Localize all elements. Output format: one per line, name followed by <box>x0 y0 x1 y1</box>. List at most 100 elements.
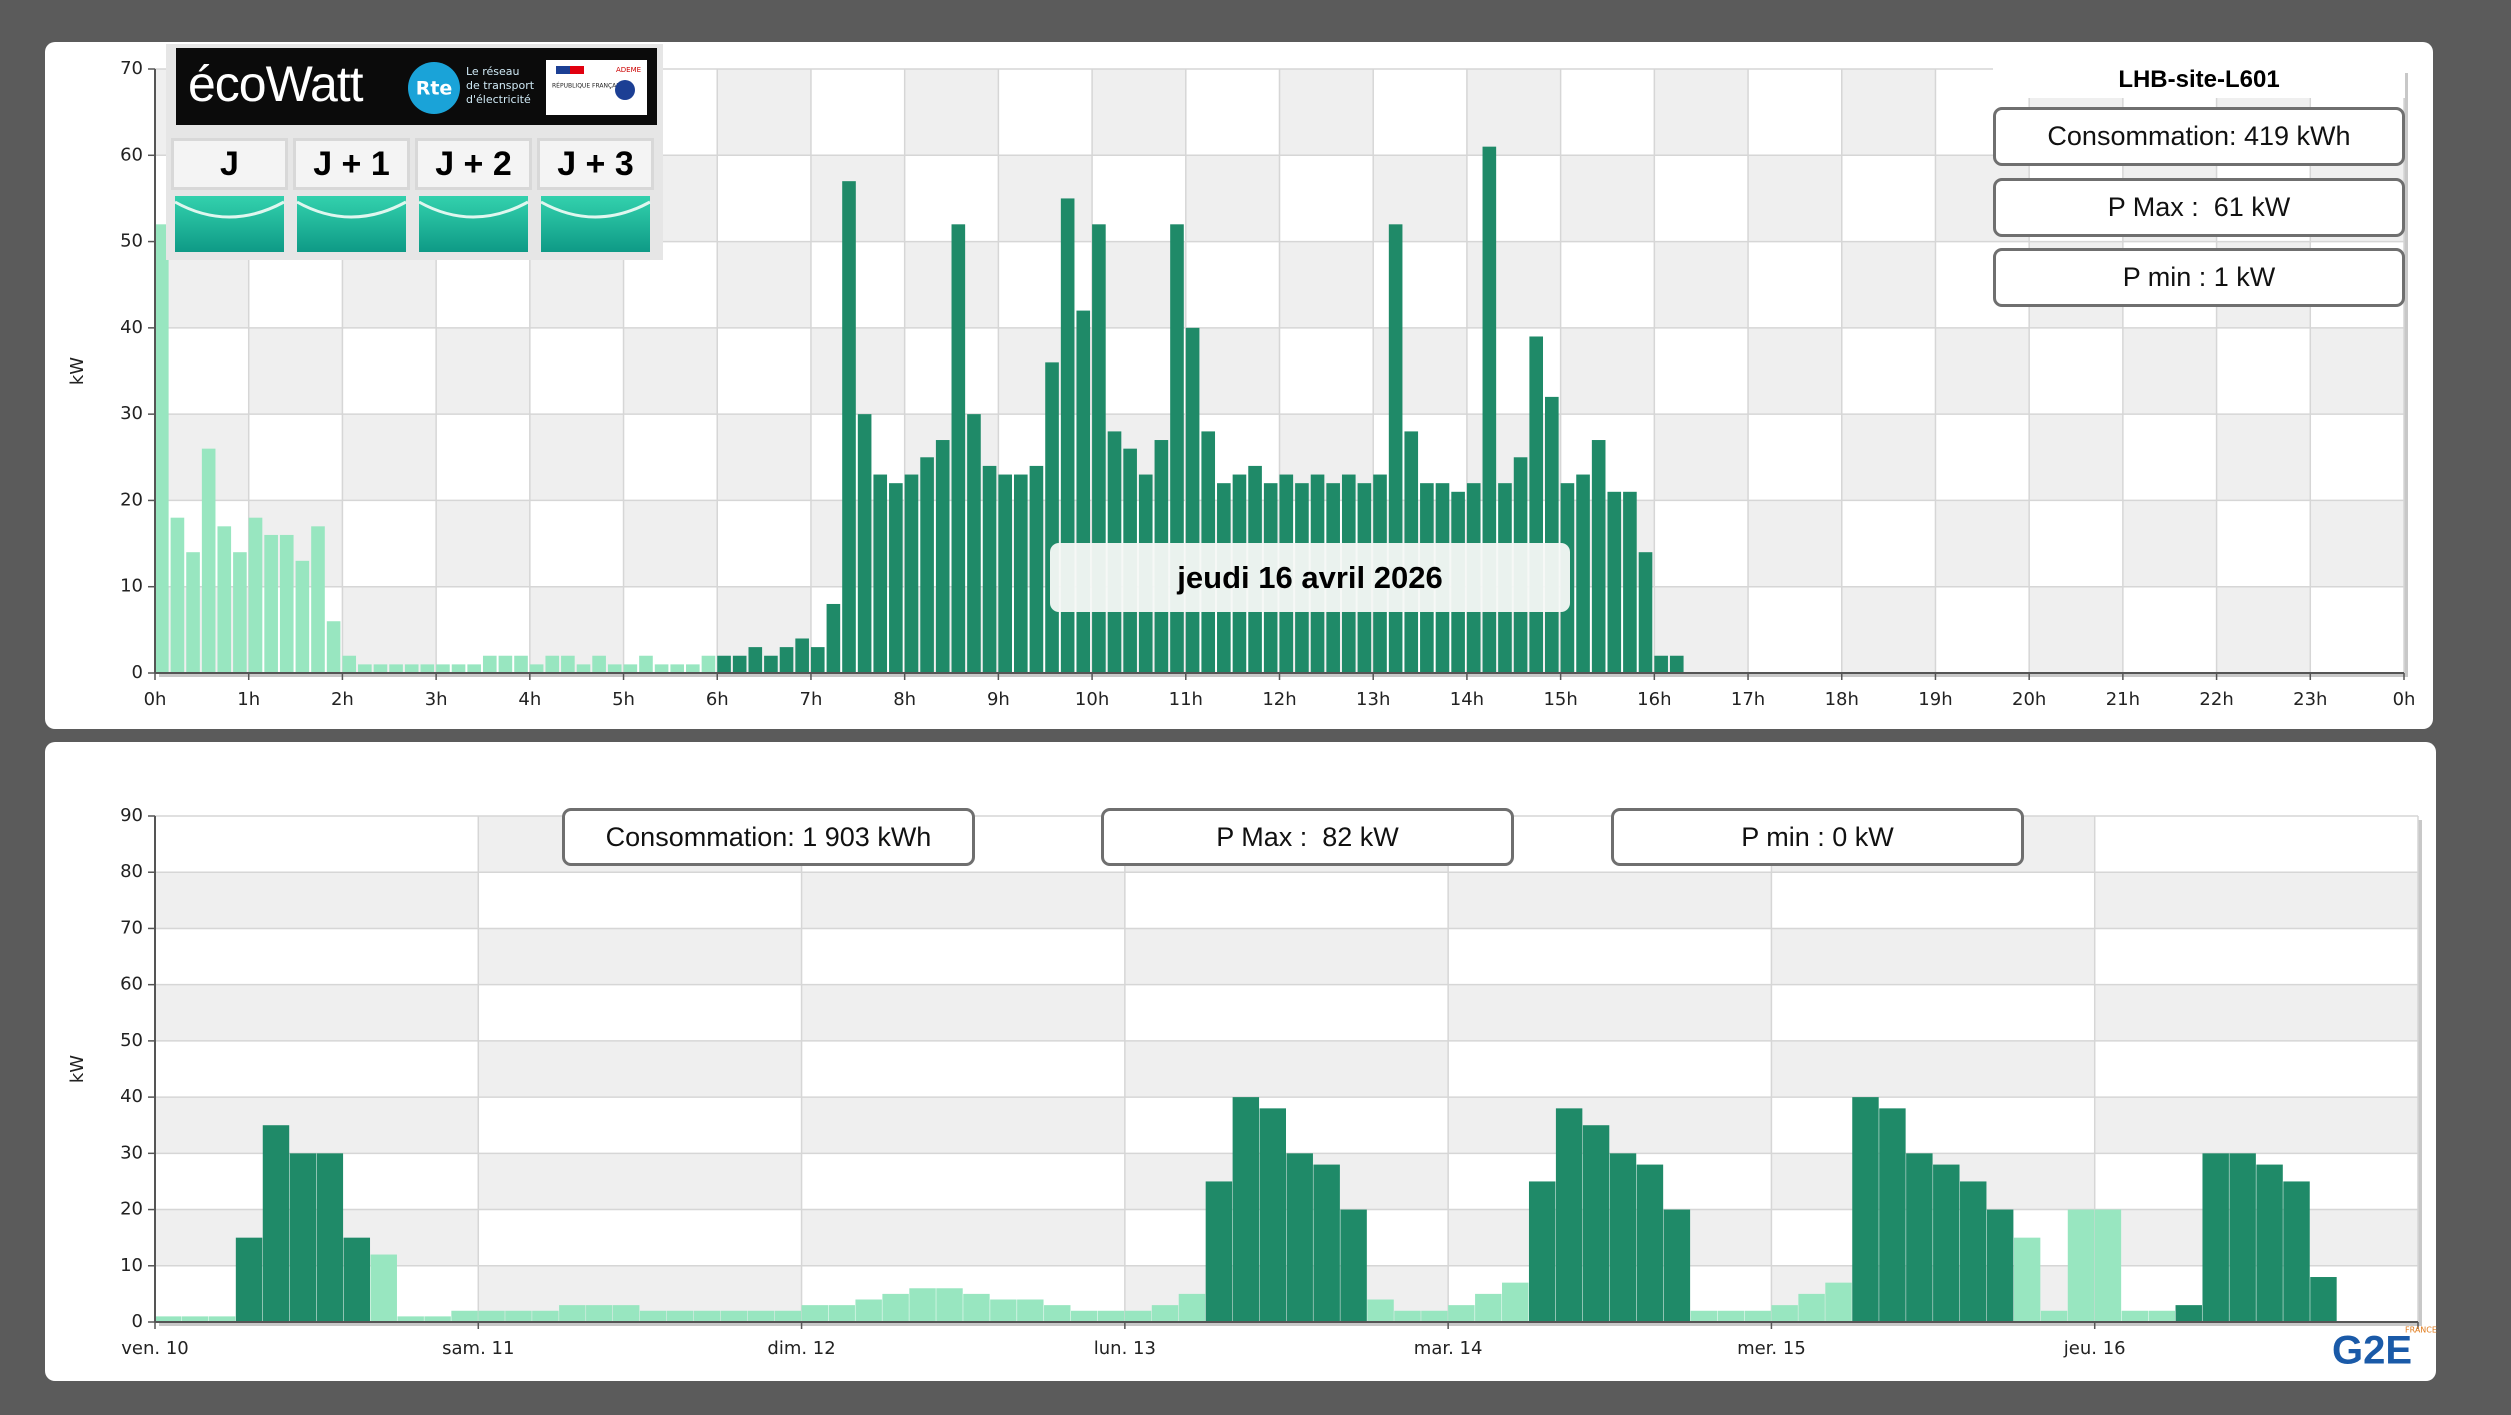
bar <box>1340 1209 1367 1322</box>
x-tick-label: sam. 11 <box>442 1338 514 1359</box>
bar <box>2229 1153 2256 1322</box>
grid-cell <box>2122 414 2217 501</box>
bar <box>607 664 622 673</box>
y-tick-label: 20 <box>120 1199 143 1220</box>
grid-cell <box>155 816 479 873</box>
grid-cell <box>2122 586 2217 673</box>
bar <box>654 664 669 673</box>
y-tick-label: 50 <box>120 1030 143 1051</box>
rte-logo <box>408 62 460 114</box>
stat-box: Consommation: 419 kWh <box>1993 107 2405 166</box>
bar <box>748 647 763 673</box>
bar <box>373 664 388 673</box>
grid-cell <box>1748 241 1842 328</box>
bar <box>1545 396 1559 673</box>
grid-cell <box>1560 241 1655 328</box>
grid-cell <box>2029 500 2123 587</box>
bar <box>424 1316 451 1322</box>
grid-cell <box>155 327 249 415</box>
bar <box>1879 1108 1906 1322</box>
grid-cell <box>998 69 1093 156</box>
ecowatt-icon <box>419 196 528 252</box>
bar <box>855 1299 882 1322</box>
y-tick-label: 70 <box>120 917 143 938</box>
grid-cell <box>1448 928 1772 985</box>
y-tick-label: 90 <box>120 805 143 826</box>
ademe: ADEME <box>616 66 641 74</box>
bar <box>1313 1164 1340 1322</box>
x-tick-label: 13h <box>1356 689 1390 710</box>
grid-cell <box>801 1153 1125 1210</box>
bar <box>2256 1164 2283 1322</box>
bar <box>1394 1310 1421 1322</box>
grid-cell <box>1448 1153 1772 1210</box>
bar <box>2310 1277 2337 1322</box>
y-tick-label: 30 <box>120 403 143 424</box>
x-tick-label: 19h <box>1918 689 1952 710</box>
bar <box>670 664 685 673</box>
x-tick-label: 1h <box>237 689 260 710</box>
bar <box>404 664 419 673</box>
x-tick-label: 18h <box>1825 689 1859 710</box>
stat-box: P Max : 82 kW <box>1101 808 1514 866</box>
bar <box>1798 1293 1825 1322</box>
bar <box>467 664 481 673</box>
rte-tagline: d'électricité <box>466 93 531 106</box>
grid-cell <box>1373 241 1467 328</box>
bar <box>1097 1310 1125 1322</box>
bar <box>1259 1108 1286 1322</box>
grid-cell <box>717 500 811 587</box>
grid-cell <box>1841 155 1936 242</box>
y-tick-label: 10 <box>120 576 143 597</box>
bar <box>1986 1209 2014 1322</box>
bar <box>2175 1305 2202 1322</box>
bar <box>779 647 794 673</box>
bar <box>170 517 185 673</box>
bar <box>529 664 544 673</box>
stat-box: P min : 0 kW <box>1611 808 2024 866</box>
y-tick-label: 50 <box>120 231 143 252</box>
bar <box>1475 1293 1502 1322</box>
bar <box>1717 1310 1744 1322</box>
grid-cell <box>1748 414 1842 501</box>
bar <box>1906 1153 1933 1322</box>
grid-cell <box>2029 327 2123 415</box>
bar <box>1555 1108 1583 1322</box>
x-tick-label: 10h <box>1075 689 1109 710</box>
bar <box>233 552 247 673</box>
grid-cell <box>1124 872 1449 929</box>
bar <box>795 638 809 673</box>
grid-cell <box>1935 414 2030 501</box>
bar <box>155 224 169 674</box>
bar <box>1013 474 1028 673</box>
bar <box>2148 1310 2176 1322</box>
bar <box>1663 1209 1691 1322</box>
grid-cell <box>1935 586 2030 673</box>
bar <box>1933 1164 1960 1322</box>
bar <box>693 1310 721 1322</box>
bar <box>1482 146 1497 673</box>
grid-cell <box>810 69 905 156</box>
bar <box>1286 1153 1313 1322</box>
bar <box>1044 1305 1071 1322</box>
republique: RÉPUBLIQUE FRANÇAISE <box>552 82 626 90</box>
ecowatt-wave <box>418 200 529 219</box>
grid-cell <box>1654 500 1749 587</box>
grid-cell <box>2310 414 2404 501</box>
y-tick-label: 80 <box>120 861 143 882</box>
y-tick-label: 60 <box>120 974 143 995</box>
bar <box>235 1237 263 1322</box>
bar <box>342 655 357 673</box>
grid-cell <box>1124 1097 1449 1154</box>
grid-cell <box>478 872 802 929</box>
bar <box>1825 1282 1852 1322</box>
ecowatt-day: J + 2 <box>415 138 532 190</box>
bar <box>358 664 372 673</box>
bar <box>873 474 888 673</box>
grid-cell <box>1654 155 1749 242</box>
grid-cell <box>1124 984 1449 1041</box>
y-tick-label: 40 <box>120 1086 143 1107</box>
bar <box>1367 1299 1394 1322</box>
grid-cell <box>2094 816 2418 873</box>
stat-box: P Max : 61 kW <box>1993 178 2405 237</box>
